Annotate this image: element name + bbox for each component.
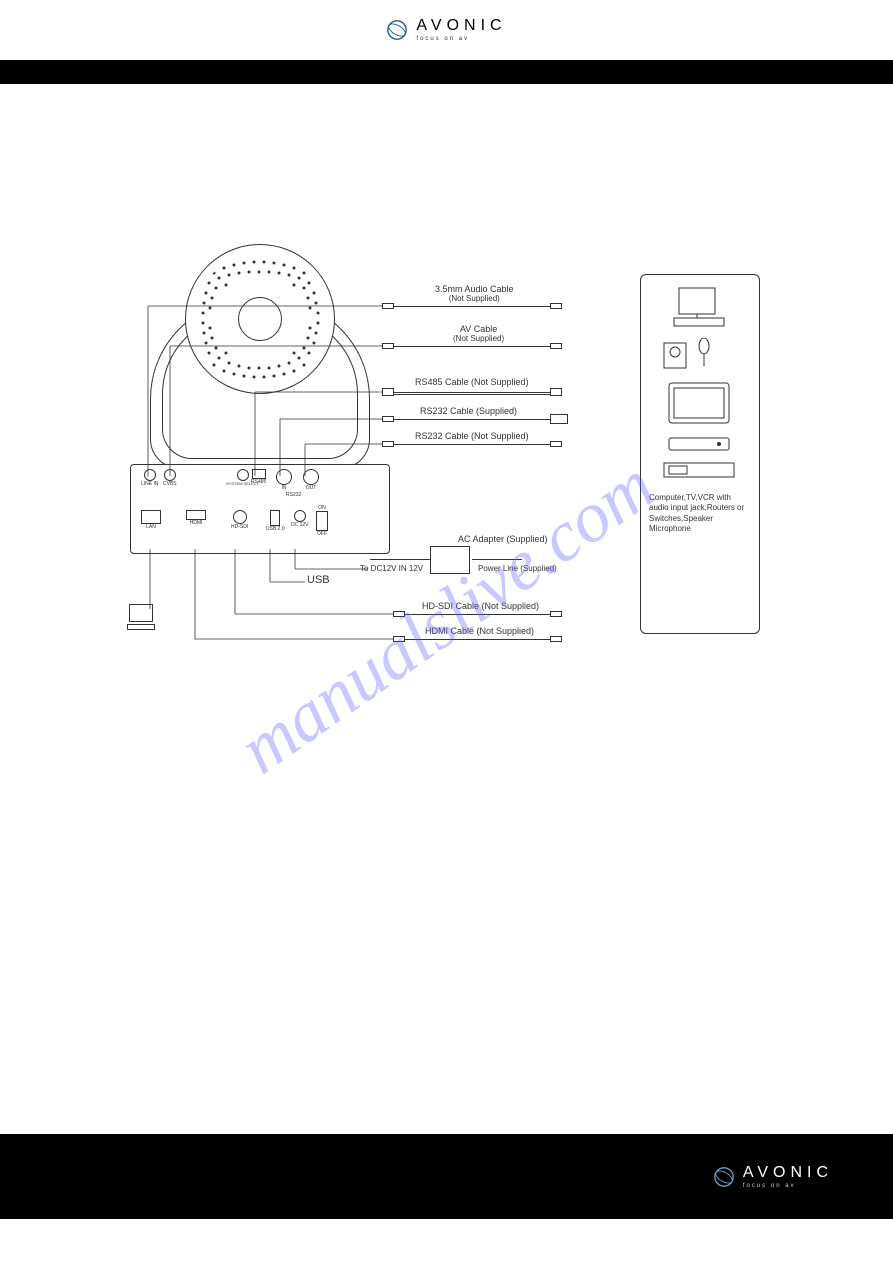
footer-brand: AVONIC <box>743 1165 833 1181</box>
port-power-switch: ON OFF <box>316 505 328 537</box>
footer-logo-text: AVONIC focus on av <box>743 1165 833 1189</box>
device-computer-icon <box>649 283 749 333</box>
cable-av <box>390 346 550 347</box>
connector <box>382 343 394 349</box>
avonic-logo-icon <box>386 19 408 41</box>
port-cvbs: CVBS <box>163 469 177 487</box>
port-rs485: RS485 <box>251 469 266 485</box>
cable-rs232-notsupplied <box>390 444 550 445</box>
cable-audio-label: 3.5mm Audio Cable (Not Supplied) <box>435 284 514 303</box>
connection-diagram: LINE IN CVBS SYSTEM SELECT RS485 IN <box>100 244 760 744</box>
camera-base: LINE IN CVBS SYSTEM SELECT RS485 IN <box>130 464 390 554</box>
footer: AVONIC focus on av <box>0 1134 893 1219</box>
avonic-footer-logo-icon <box>713 1166 735 1188</box>
device-speaker-mic-icon <box>649 338 749 373</box>
port-usb: USB 2.0 <box>266 510 285 532</box>
header: AVONIC focus on av <box>0 0 893 60</box>
header-logo-text: AVONIC focus on av <box>416 18 506 42</box>
device-list-text: Computer,TV,VCR with audio input jack,Ro… <box>649 493 751 535</box>
header-black-bar <box>0 60 893 84</box>
port-linein: LINE IN <box>141 469 159 487</box>
camera-head <box>185 244 335 394</box>
port-lan: LAN <box>141 510 161 530</box>
device-vcr-icon <box>649 460 749 482</box>
ac-adapter-label: AC Adapter (Supplied) <box>458 534 548 544</box>
connector <box>550 303 562 309</box>
connector <box>393 636 405 642</box>
camera-illustration: LINE IN CVBS SYSTEM SELECT RS485 IN <box>130 244 390 644</box>
cable-av-label: AV Cable (Not Supplied) <box>453 324 504 343</box>
cable-hdsdi-label: HD-SDI Cable (Not Supplied) <box>422 601 539 611</box>
content-area: manualslive.com <box>0 84 893 1134</box>
cable-rs485 <box>390 392 550 395</box>
port-hdmi: HDMI <box>186 510 206 526</box>
footer-logo: AVONIC focus on av <box>713 1165 833 1189</box>
computer-icon <box>125 604 157 634</box>
dc-label: To DC12V IN 12V <box>360 564 423 573</box>
port-hdsdi: HD-SDI <box>231 510 248 530</box>
usb-label: USB <box>307 574 330 586</box>
cable-rs232-supplied <box>390 419 550 420</box>
power-line-label: Power Line (Supplied) <box>478 564 557 573</box>
connector <box>550 611 562 617</box>
connector <box>382 388 394 396</box>
device-list-box: Computer,TV,VCR with audio input jack,Ro… <box>640 274 760 634</box>
cable-rs485-label: RS485 Cable (Not Supplied) <box>415 377 529 387</box>
cable-hdsdi <box>400 614 550 615</box>
header-logo: AVONIC focus on av <box>386 18 506 42</box>
connector <box>382 416 394 422</box>
port-rs232-out: OUT <box>303 469 319 491</box>
header-tagline: focus on av <box>416 36 506 42</box>
connector <box>550 636 562 642</box>
ac-adapter-icon <box>430 546 470 574</box>
cable-hdmi-label: HDMI Cable (Not Supplied) <box>425 626 534 636</box>
footer-tagline: focus on av <box>743 1183 833 1189</box>
connector-db9 <box>550 414 568 424</box>
cable-hdmi <box>400 639 550 640</box>
device-tv-icon <box>649 378 749 428</box>
cable-rs232-supplied-label: RS232 Cable (Supplied) <box>420 406 517 416</box>
connector <box>550 343 562 349</box>
cable-rs232-notsupplied-label: RS232 Cable (Not Supplied) <box>415 431 529 441</box>
connector <box>550 388 562 396</box>
cable-power <box>472 559 522 560</box>
port-dc12v: DC 12V <box>291 510 309 528</box>
device-router-icon <box>649 433 749 455</box>
connector <box>393 611 405 617</box>
connector <box>382 303 394 309</box>
connector <box>550 441 562 447</box>
connector <box>382 441 394 447</box>
rs232-label: RS232 <box>286 492 301 498</box>
cable-audio <box>390 306 550 307</box>
camera-lens <box>238 297 282 341</box>
header-brand: AVONIC <box>416 18 506 34</box>
port-rs232-in: IN <box>276 469 292 491</box>
cable-dc <box>370 559 430 560</box>
